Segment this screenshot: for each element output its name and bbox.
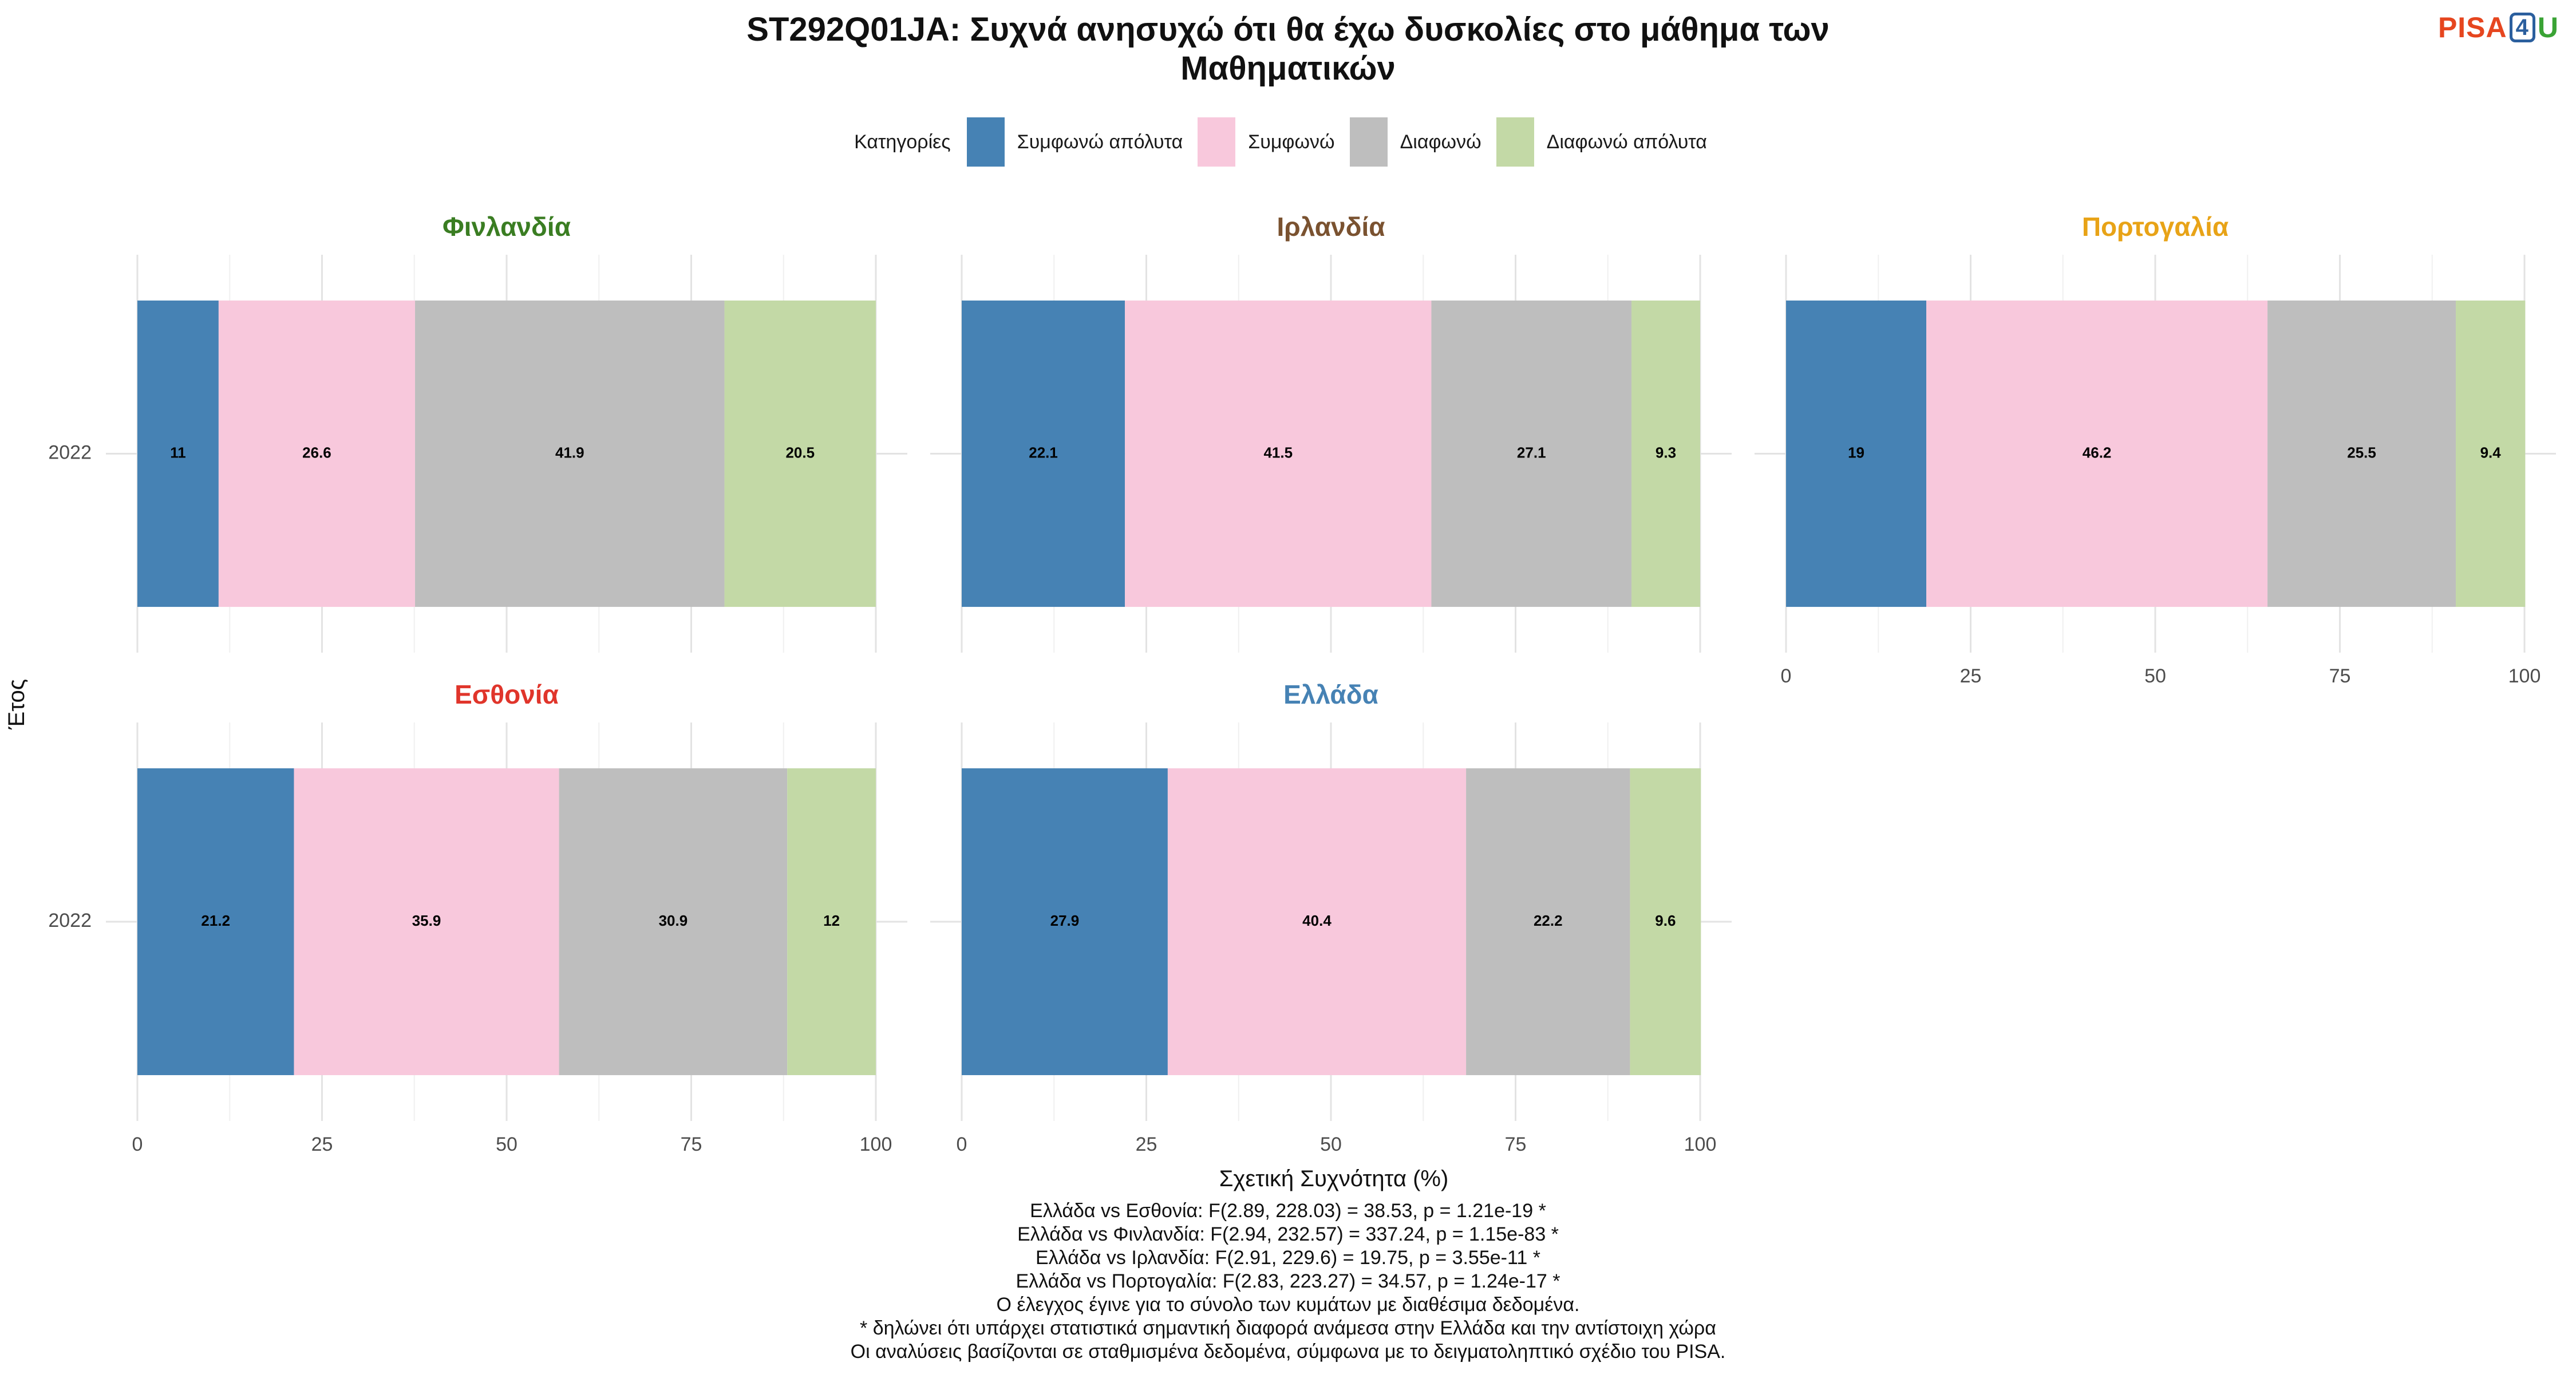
chart-title-line-1: ST292Q01JA: Συχνά ανησυχώ ότι θα έχω δυσ…: [746, 11, 1830, 48]
data-label: 22.2: [1534, 912, 1563, 929]
x-tick-label: 25: [1960, 665, 1982, 687]
panel-title: Ιρλανδία: [1277, 212, 1385, 242]
panel-title: Εσθονία: [455, 680, 559, 709]
bar-segment: [1786, 300, 1927, 607]
bar-segment: [1431, 300, 1632, 607]
data-label: 41.9: [555, 444, 584, 461]
y-axis-label: Έτος: [4, 679, 29, 730]
bar-segment: [1466, 768, 1630, 1075]
x-tick-label: 0: [1781, 665, 1792, 687]
data-label: 9.3: [1656, 444, 1676, 461]
legend-label: Διαφωνώ: [1400, 131, 1481, 153]
bar-segment: [415, 300, 725, 607]
bar-segment: [2456, 300, 2526, 607]
legend-key: [1349, 117, 1388, 167]
bar-segment: [1125, 300, 1432, 607]
x-tick-label: 50: [1320, 1134, 1342, 1155]
bar-segment: [294, 768, 559, 1075]
legend-label: Συμφωνώ απόλυτα: [1017, 131, 1183, 153]
legend-key: [1198, 117, 1236, 167]
legend-key: [1496, 117, 1534, 167]
data-label: 26.6: [302, 444, 331, 461]
x-tick-label: 25: [311, 1134, 333, 1155]
legend-label: Διαφωνώ απόλυτα: [1546, 131, 1707, 153]
x-tick-label: 75: [681, 1134, 702, 1155]
chart-legend: Κατηγορίες Συμφωνώ απόλυτα Συμφωνώ Διαφω…: [0, 117, 2576, 167]
data-label: 20.5: [785, 444, 815, 461]
legend-title: Κατηγορίες: [854, 131, 951, 153]
data-label: 46.2: [2083, 444, 2112, 461]
x-tick-label: 100: [860, 1134, 892, 1155]
panel-title: Φινλανδία: [442, 212, 571, 242]
footer-line: Οι αναλύσεις βασίζονται σε σταθμισμένα δ…: [850, 1341, 1726, 1363]
y-tick-label: 2022: [48, 441, 92, 463]
legend-item: Διαφωνώ απόλυτα: [1496, 117, 1707, 167]
legend-key: [966, 117, 1005, 167]
bar-segment: [962, 768, 1168, 1075]
footer-line: Ελλάδα vs Ιρλανδία: F(2.91, 229.6) = 19.…: [1036, 1247, 1540, 1269]
data-label: 11: [170, 444, 186, 461]
data-label: 9.6: [1655, 912, 1676, 929]
legend-item: Συμφωνώ: [1198, 117, 1335, 167]
data-label: 35.9: [412, 912, 441, 929]
logo-pisa-text: PISA: [2437, 11, 2507, 44]
footer-line: Ελλάδα vs Πορτογαλία: F(2.83, 223.27) = …: [1016, 1270, 1560, 1292]
x-tick-label: 100: [2508, 665, 2541, 687]
data-label: 25.5: [2347, 444, 2376, 461]
data-label: 27.1: [1517, 444, 1546, 461]
bar-segment: [137, 300, 219, 607]
bar-segment: [1167, 768, 1467, 1075]
panel-title: Ελλάδα: [1283, 680, 1378, 709]
data-label: 27.9: [1050, 912, 1080, 929]
chart-title-line-2: Μαθηματικών: [1180, 50, 1396, 87]
x-tick-label: 0: [957, 1134, 967, 1155]
bar-segment: [137, 768, 294, 1075]
bar-segment: [787, 768, 876, 1075]
legend-label: Συμφωνώ: [1248, 131, 1335, 153]
chart-footer-notes: Ελλάδα vs Εσθονία: F(2.89, 228.03) = 38.…: [0, 1199, 2576, 1364]
y-tick-label: 2022: [48, 910, 92, 931]
bar-segment: [1926, 300, 2268, 607]
data-label: 12: [823, 912, 840, 929]
x-tick-label: 75: [2329, 665, 2351, 687]
data-label: 40.4: [1302, 912, 1332, 929]
data-label: 22.1: [1029, 444, 1058, 461]
bar-segment: [1630, 768, 1701, 1075]
faceted-stacked-bar-chart: Έτος Σχετική Συχνότητα (%) Φινλανδία 2022…: [4, 212, 2556, 1191]
data-label: 30.9: [659, 912, 688, 929]
legend-item: Διαφωνώ: [1349, 117, 1481, 167]
data-label: 41.5: [1263, 444, 1293, 461]
bar-segment: [218, 300, 416, 607]
logo-four-text: 4: [2509, 13, 2535, 42]
footer-line: Ελλάδα vs Εσθονία: F(2.89, 228.03) = 38.…: [1030, 1200, 1546, 1222]
footer-line: * δηλώνει ότι υπάρχει στατιστικά σημαντι…: [860, 1317, 1716, 1339]
chart-title: ST292Q01JA: Συχνά ανησυχώ ότι θα έχω δυσ…: [515, 10, 2061, 88]
footer-line: Ελλάδα vs Φινλανδία: F(2.94, 232.57) = 3…: [1017, 1223, 1559, 1245]
data-label: 21.2: [201, 912, 230, 929]
x-axis-label: Σχετική Συχνότητα (%): [1219, 1166, 1449, 1191]
bar-segment: [724, 300, 876, 607]
x-tick-label: 75: [1505, 1134, 1527, 1155]
x-tick-label: 25: [1136, 1134, 1157, 1155]
bar-segment: [2267, 300, 2456, 607]
bar-segment: [1631, 300, 1700, 607]
panel-title: Πορτογαλία: [2082, 212, 2229, 242]
footer-line: Ο έλεγχος έγινε για το σύνολο των κυμάτω…: [996, 1294, 1580, 1316]
x-tick-label: 50: [496, 1134, 517, 1155]
data-label: 19: [1848, 444, 1864, 461]
x-tick-label: 0: [132, 1134, 143, 1155]
logo-u-text: U: [2537, 11, 2559, 44]
bar-segment: [559, 768, 788, 1075]
data-label: 9.4: [2480, 444, 2502, 461]
legend-item: Συμφωνώ απόλυτα: [966, 117, 1183, 167]
x-tick-label: 50: [2144, 665, 2166, 687]
bar-segment: [962, 300, 1125, 607]
pisa4u-logo: PISA 4 U: [2438, 11, 2559, 44]
x-tick-label: 100: [1684, 1134, 1717, 1155]
